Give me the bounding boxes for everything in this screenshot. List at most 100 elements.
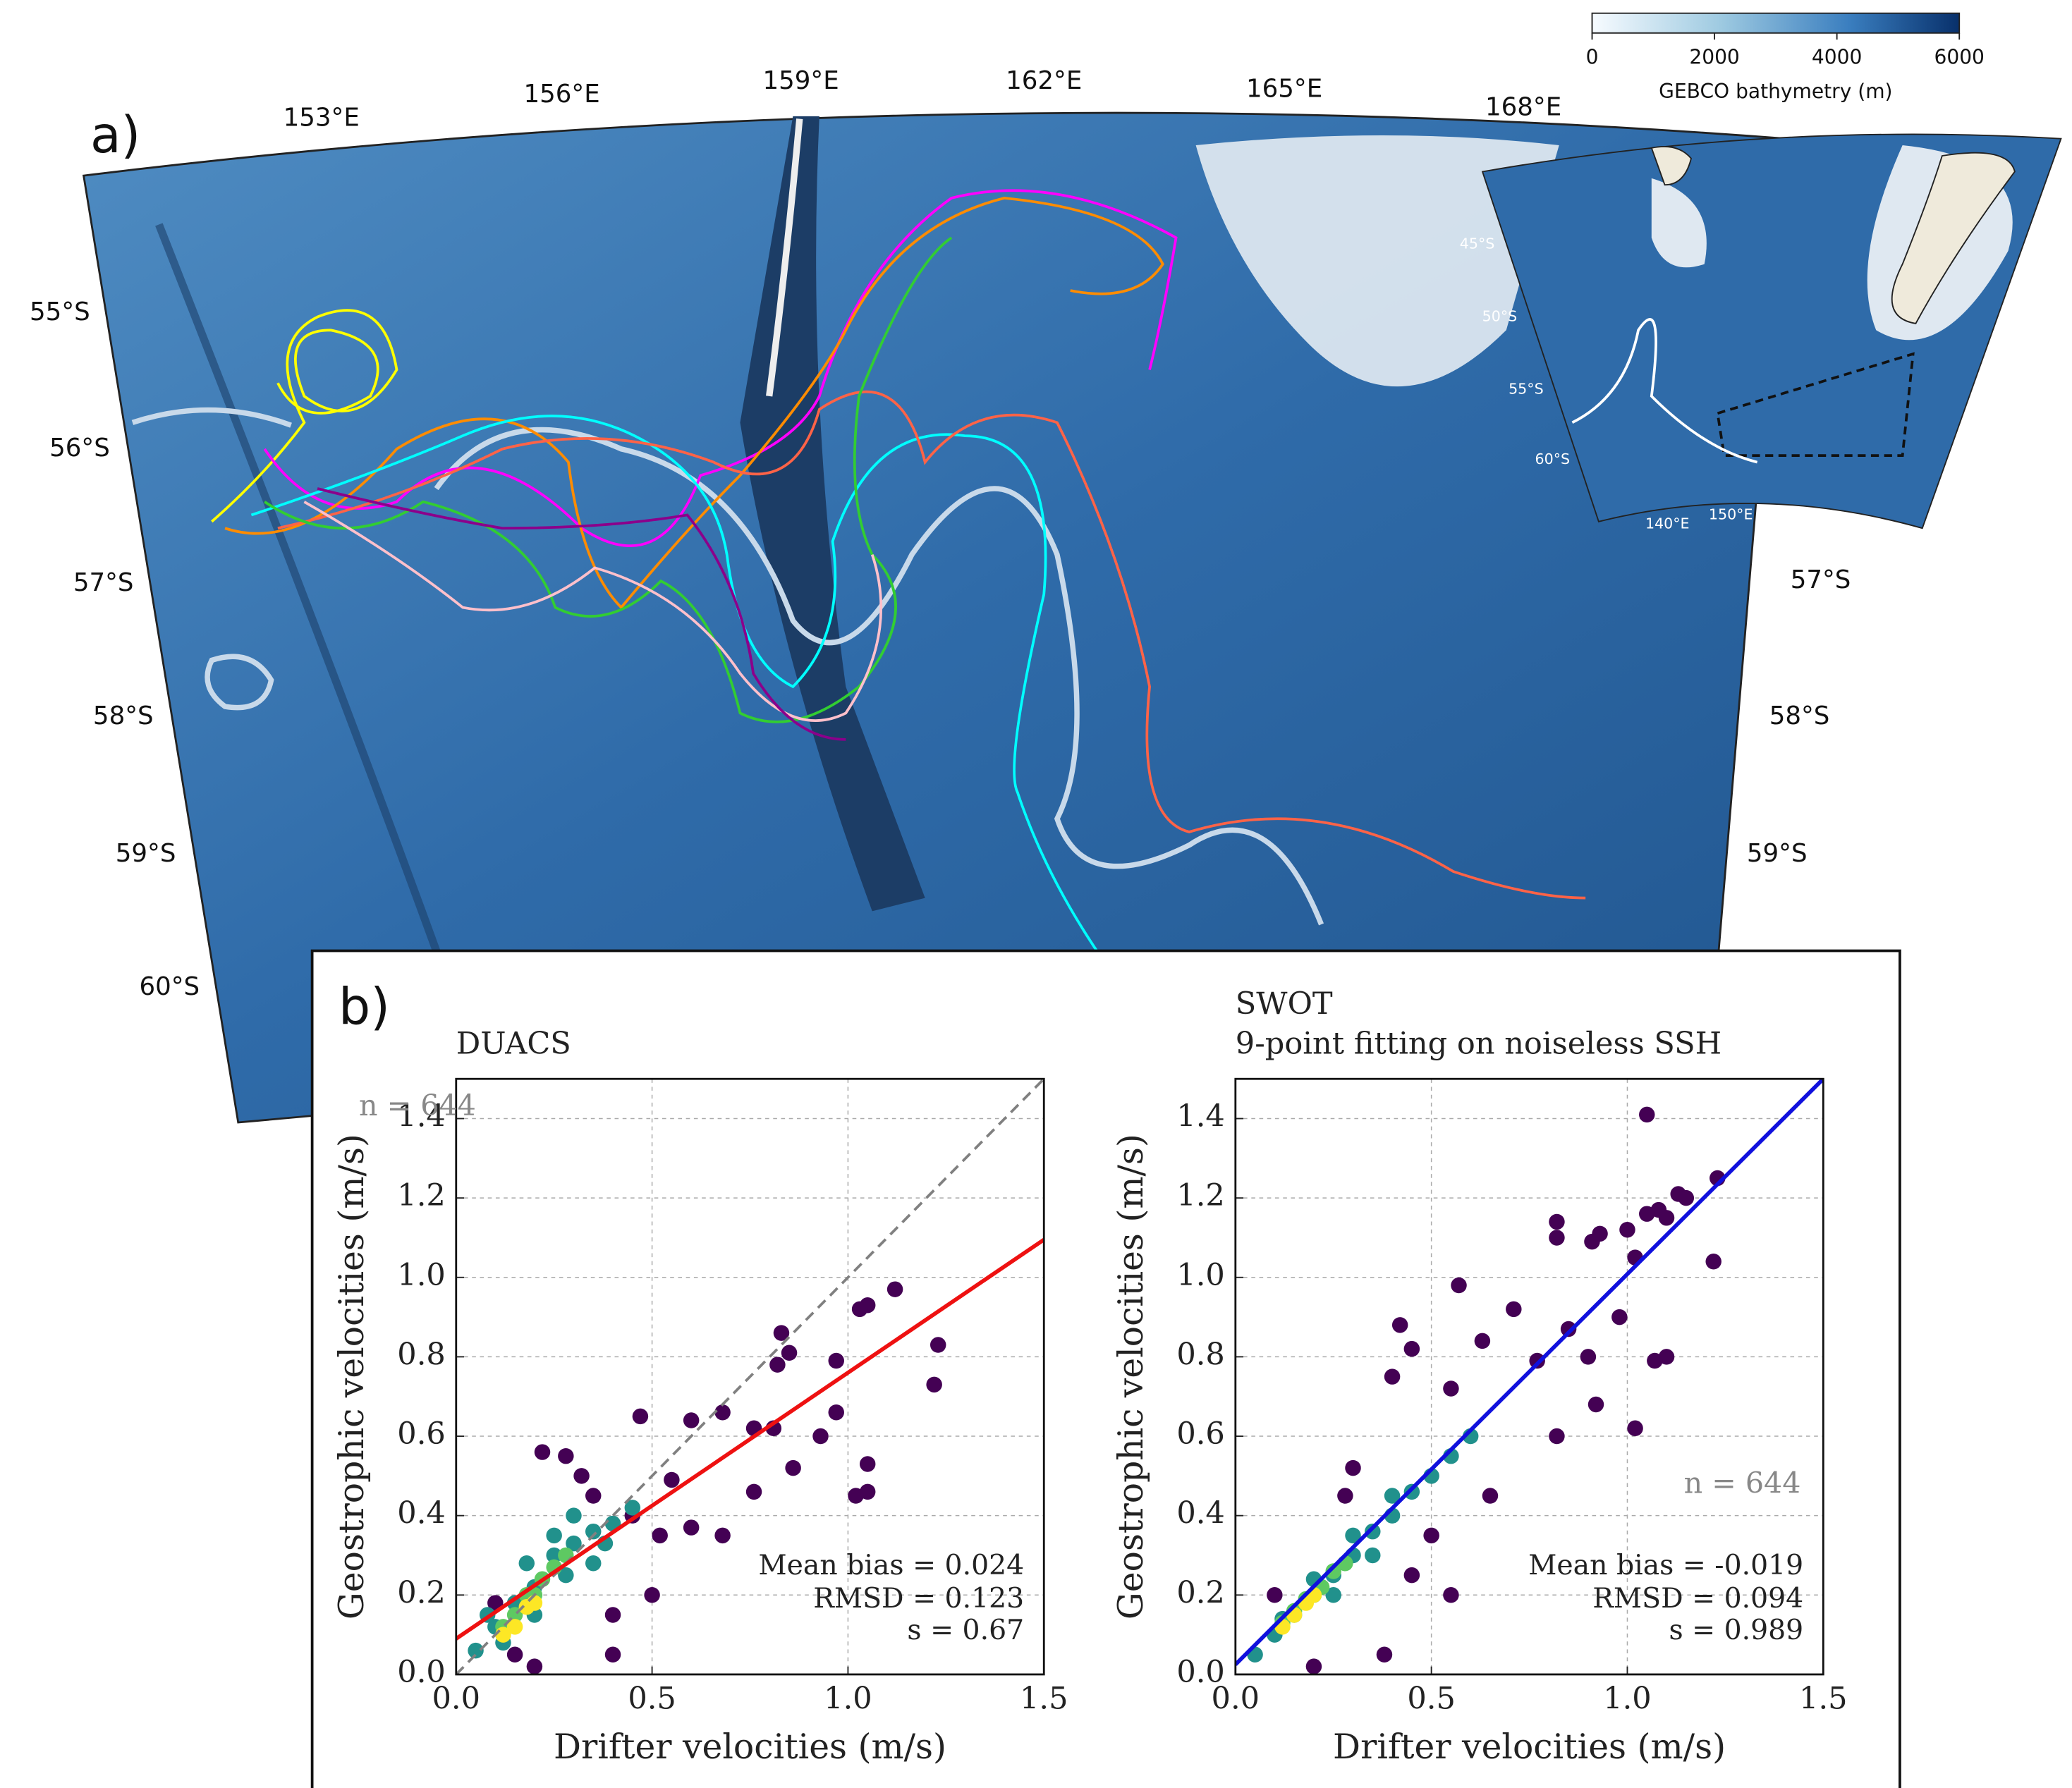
colorbar-label: GEBCO bathymetry (m) bbox=[1659, 80, 1892, 103]
y-tick-label: 0.2 bbox=[397, 1575, 445, 1610]
x-tick-label: 1.0 bbox=[1603, 1681, 1651, 1716]
panel-label: a) bbox=[90, 106, 140, 164]
point bbox=[1365, 1523, 1381, 1540]
point bbox=[1384, 1488, 1401, 1504]
axes-frame bbox=[1234, 1077, 1824, 1676]
lon-label: 153°E bbox=[284, 104, 360, 133]
y-tick-label: 0.0 bbox=[397, 1655, 445, 1690]
colorbar-tick-label: 4000 bbox=[1812, 45, 1862, 68]
x-tick-label: 0.0 bbox=[1212, 1681, 1260, 1716]
inset-box bbox=[1716, 352, 1915, 458]
point bbox=[558, 1567, 574, 1584]
point bbox=[851, 1301, 868, 1318]
lat-label: 58°S bbox=[93, 702, 154, 730]
point bbox=[828, 1404, 844, 1421]
inset-front bbox=[1571, 318, 1758, 464]
point bbox=[1325, 1563, 1341, 1579]
annotation: Mean bias = -0.019 bbox=[1528, 1549, 1803, 1581]
colorbar-tick-label: 2000 bbox=[1689, 45, 1739, 68]
y-tick-label: 0.4 bbox=[1176, 1496, 1224, 1531]
y-axis-label: Geostrophic velocities (m/s) bbox=[1111, 1134, 1151, 1619]
point bbox=[1403, 1483, 1420, 1500]
y-tick-label: 0.2 bbox=[1176, 1575, 1224, 1610]
point bbox=[683, 1412, 700, 1428]
point bbox=[1658, 1210, 1675, 1226]
point bbox=[1474, 1333, 1491, 1349]
point bbox=[1549, 1213, 1565, 1230]
point bbox=[1267, 1587, 1283, 1603]
point bbox=[1587, 1396, 1604, 1413]
inset-label: 140°E bbox=[1645, 515, 1690, 532]
point bbox=[487, 1595, 504, 1611]
point bbox=[546, 1527, 562, 1544]
y-tick-label: 0.4 bbox=[397, 1496, 445, 1531]
colorbar: GEBCO bathymetry (m) bbox=[1591, 12, 1961, 103]
point bbox=[1345, 1527, 1361, 1544]
fracture bbox=[155, 223, 440, 953]
point bbox=[1305, 1658, 1322, 1674]
y-tick-label: 1.4 bbox=[1176, 1099, 1224, 1134]
point bbox=[518, 1555, 535, 1572]
axes-frame bbox=[455, 1077, 1045, 1676]
point bbox=[1580, 1349, 1597, 1365]
point bbox=[585, 1555, 602, 1572]
inset-label: 150°E bbox=[1709, 506, 1753, 522]
point bbox=[859, 1483, 876, 1500]
fit-line bbox=[1235, 1079, 1824, 1666]
x-axis-label: Drifter velocities (m/s) bbox=[554, 1727, 946, 1767]
chart-title: DUACS bbox=[456, 1026, 571, 1061]
point bbox=[526, 1595, 543, 1611]
plot-area bbox=[1235, 1079, 1824, 1674]
point bbox=[1584, 1233, 1600, 1250]
lat-label: 59°S bbox=[1747, 839, 1808, 868]
lat-label: 60°S bbox=[140, 972, 200, 1001]
point bbox=[1345, 1459, 1361, 1476]
colorbar-tick-label: 0 bbox=[1586, 45, 1599, 68]
plateau bbox=[1195, 135, 1559, 387]
point bbox=[773, 1325, 790, 1341]
y-tick-label: 0.8 bbox=[397, 1337, 445, 1372]
point bbox=[468, 1642, 484, 1659]
point bbox=[566, 1535, 582, 1552]
point bbox=[604, 1646, 621, 1663]
point bbox=[632, 1408, 649, 1425]
inset-label: 50°S bbox=[1482, 308, 1518, 325]
point bbox=[1549, 1428, 1565, 1445]
y-tick-label: 1.0 bbox=[1176, 1258, 1224, 1293]
point bbox=[585, 1523, 602, 1540]
ridge bbox=[740, 116, 925, 912]
point bbox=[785, 1459, 801, 1476]
point bbox=[534, 1444, 551, 1460]
front bbox=[131, 407, 292, 428]
point bbox=[644, 1587, 660, 1603]
x-tick-label: 1.5 bbox=[1799, 1681, 1847, 1716]
lat-label: 57°S bbox=[73, 568, 134, 597]
point bbox=[1325, 1587, 1341, 1603]
y-tick-label: 1.2 bbox=[397, 1178, 445, 1213]
point bbox=[714, 1527, 731, 1544]
y-tick-label: 0.6 bbox=[397, 1416, 445, 1452]
point bbox=[683, 1519, 700, 1536]
point bbox=[506, 1619, 523, 1635]
annotation: n = 644 bbox=[1684, 1466, 1801, 1500]
inset-land bbox=[1891, 152, 2016, 324]
point bbox=[1482, 1488, 1499, 1504]
y-tick-label: 1.0 bbox=[397, 1258, 445, 1293]
y-tick-label: 1.4 bbox=[397, 1099, 445, 1134]
map-panel bbox=[82, 111, 2062, 1124]
point bbox=[1549, 1230, 1565, 1246]
lon-label: 156°E bbox=[524, 80, 600, 109]
chart-subtitle: 9-point fitting on noiseless SSH bbox=[1236, 1026, 1721, 1061]
plot-area bbox=[456, 1079, 1044, 1674]
inset-land bbox=[1650, 145, 1693, 186]
point bbox=[1560, 1321, 1577, 1337]
inset-label: 45°S bbox=[1460, 235, 1495, 252]
inset-label: 55°S bbox=[1509, 381, 1544, 398]
inset-shelf bbox=[1651, 178, 1707, 268]
point bbox=[1376, 1646, 1393, 1663]
point bbox=[558, 1447, 574, 1464]
point bbox=[585, 1488, 602, 1504]
point bbox=[506, 1646, 523, 1663]
point bbox=[1647, 1352, 1663, 1369]
point bbox=[566, 1507, 582, 1524]
